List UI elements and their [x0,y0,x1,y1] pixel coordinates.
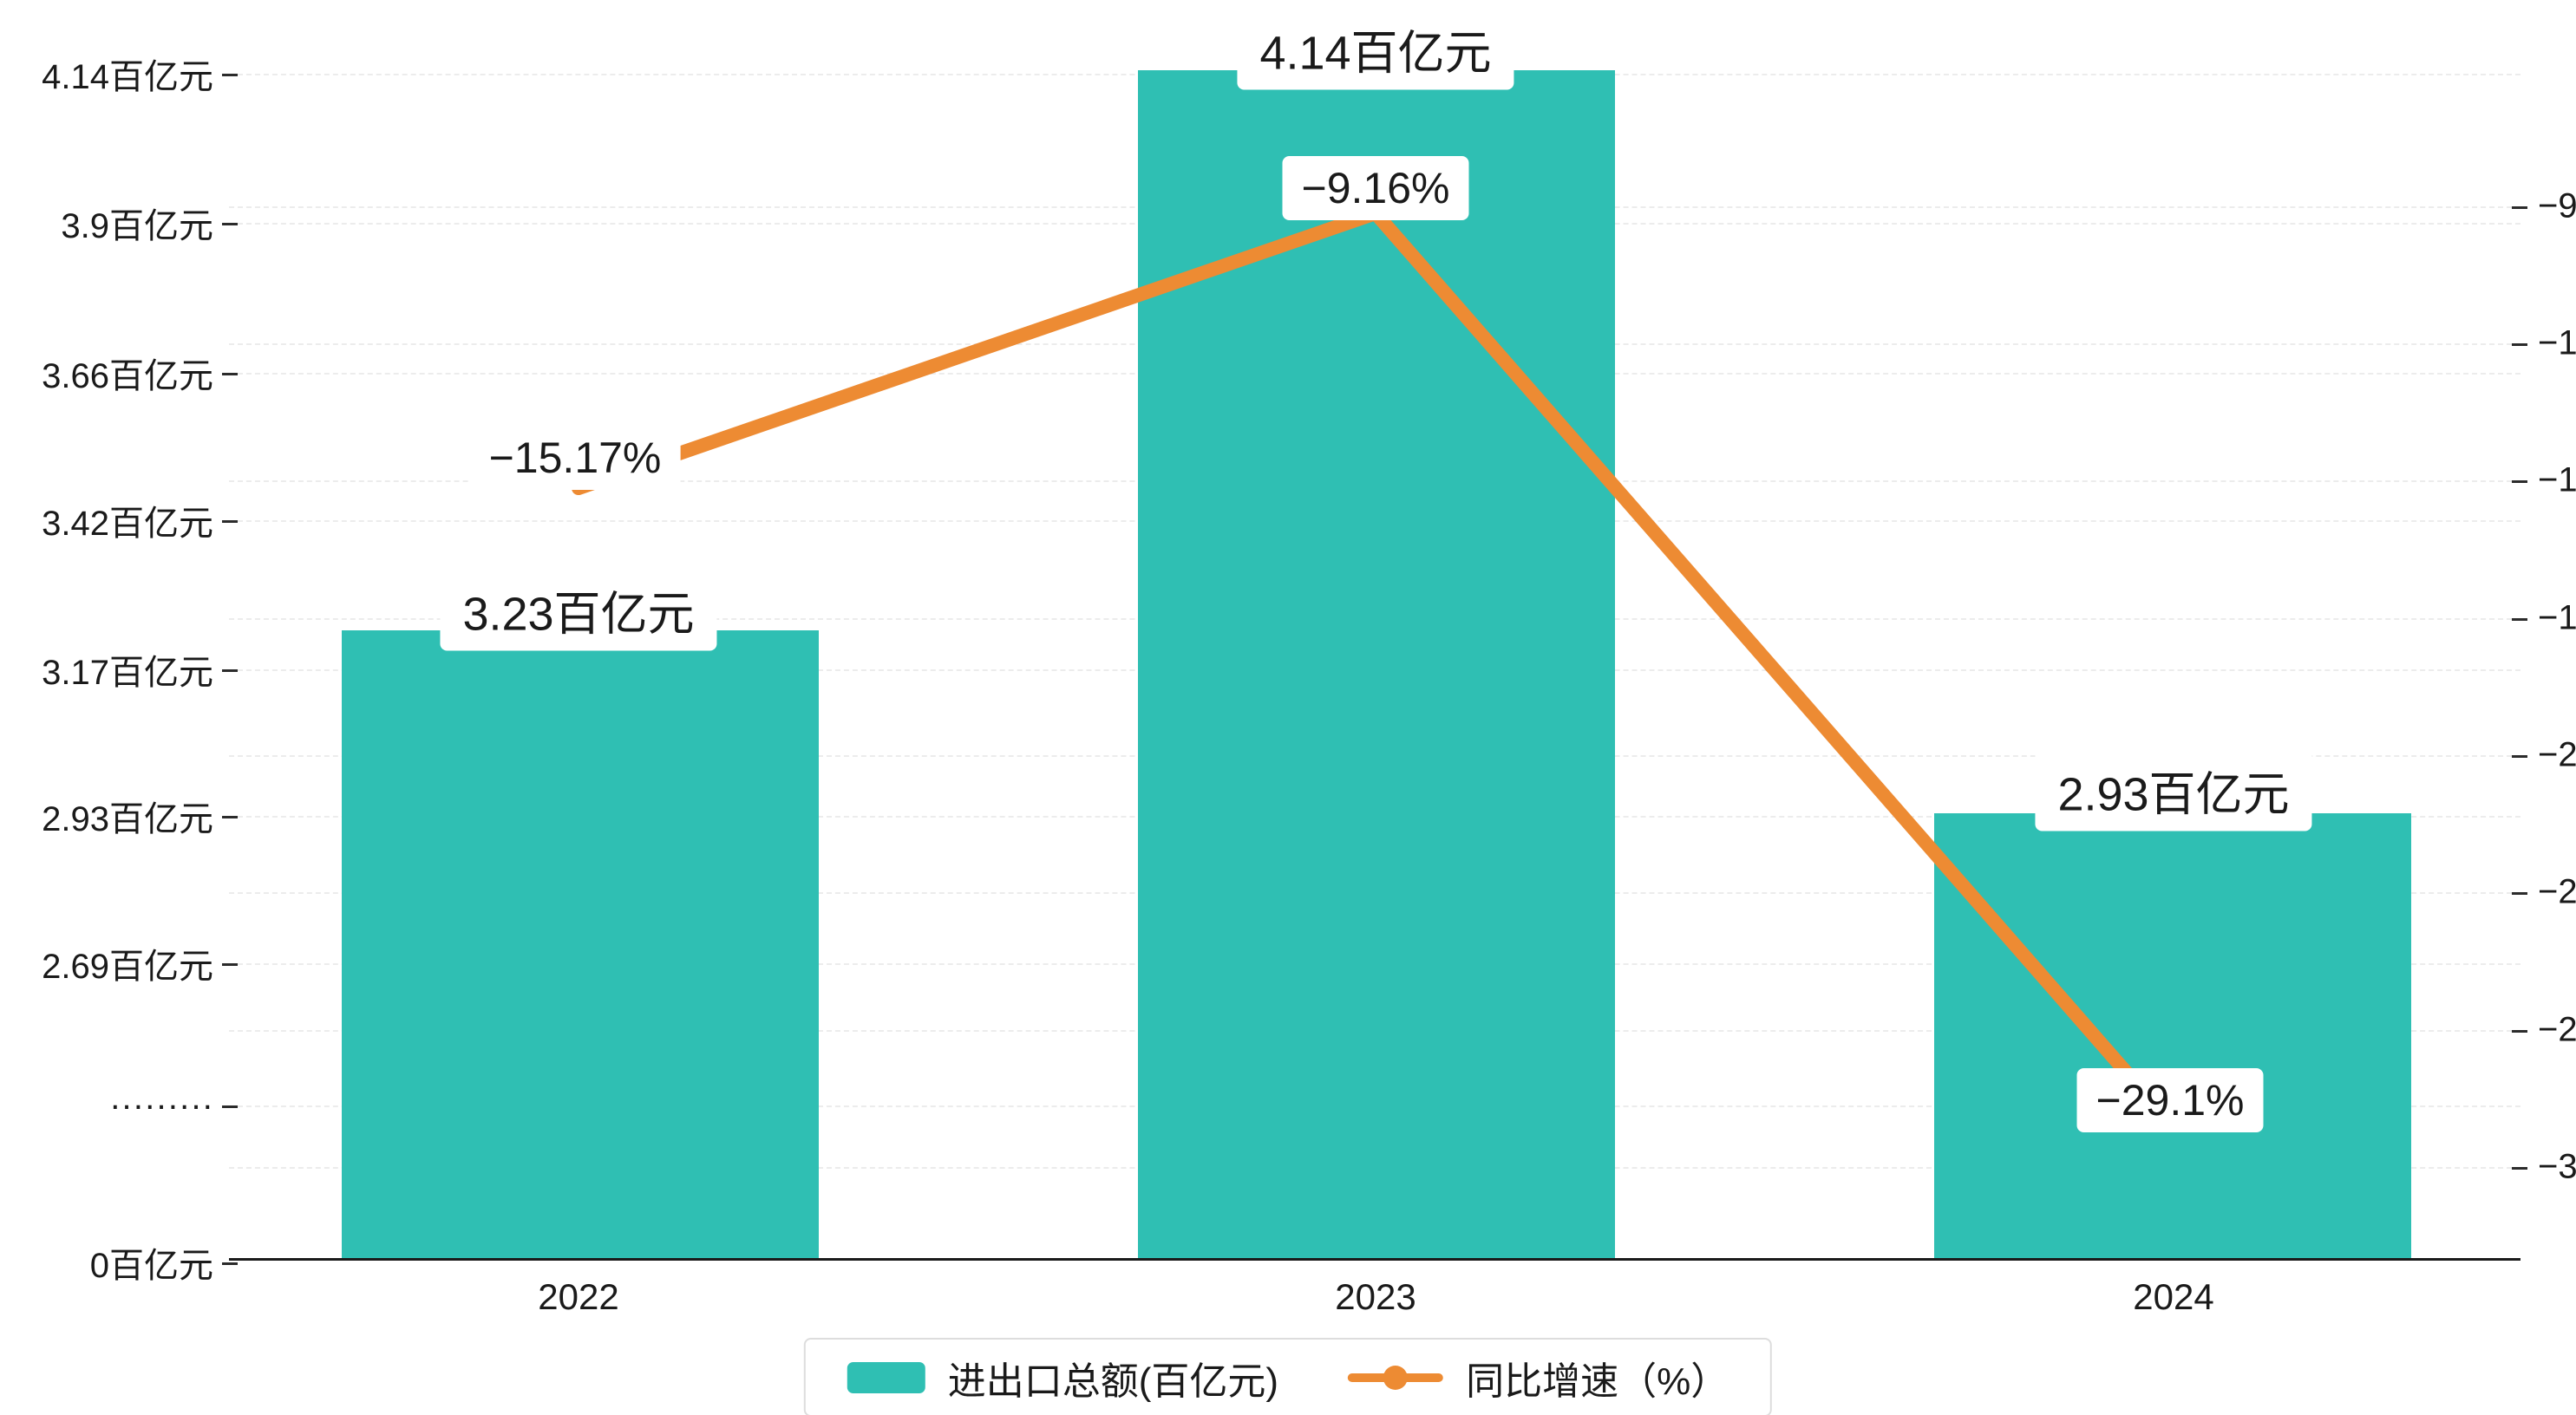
legend: 进出口总额(百亿元) 同比增速（%） [803,1338,1773,1415]
bar-2024 [1934,813,2411,1258]
right-tick [2512,618,2527,621]
line-series-swatch-icon [1348,1365,1444,1391]
left-tick [222,373,238,375]
bar-value-label-2024: 2.93百亿元 [2035,748,2312,831]
left-axis-tick-label: 2.93百亿元 [42,800,213,838]
legend-label-bar-series: 进出口总额(百亿元) [947,1360,1279,1403]
left-tick [222,816,238,818]
right-axis-tick-label: −27 [2538,1010,2576,1049]
line-value-label-2024: −29.1% [2076,1068,2264,1132]
right-axis-tick-label: −15 [2538,460,2576,499]
x-axis-label-2024: 2024 [2133,1276,2214,1317]
line-value-label-2023: −9.16% [1282,156,1469,220]
left-axis-tick-label: 2.69百亿元 [42,948,213,986]
right-axis-tick-label: −9 [2538,186,2576,225]
left-tick [222,1105,238,1108]
legend-item-line-series: 同比增速（%） [1348,1350,1729,1405]
right-axis-tick-label: −12 [2538,323,2576,362]
left-tick [222,520,238,523]
left-axis-break-label: ········· [109,1086,213,1125]
right-tick [2512,755,2527,758]
right-axis-tick-label: −24 [2538,872,2576,911]
right-tick [2512,206,2527,209]
left-axis-tick-label: 0百亿元 [89,1247,213,1285]
left-tick [222,669,238,672]
right-axis-tick-label: −21 [2538,735,2576,774]
x-axis-label-2023: 2023 [1335,1276,1416,1317]
right-tick [2512,1030,2527,1033]
bar-value-label-2022: 3.23百亿元 [440,568,717,651]
left-tick [222,1262,238,1265]
bar-2022 [342,630,819,1258]
bar-2023 [1138,70,1615,1258]
legend-item-bar-series: 进出口总额(百亿元) [847,1350,1278,1405]
right-tick [2512,480,2527,483]
left-axis-tick-label: 3.42百亿元 [42,505,213,543]
left-axis-tick-label: 4.14百亿元 [42,58,213,96]
left-tick [222,74,238,76]
right-tick [2512,892,2527,895]
right-tick [2512,1167,2527,1170]
left-tick [222,223,238,225]
right-tick [2512,343,2527,346]
bar-series-swatch-icon [847,1361,925,1393]
left-tick [222,963,238,966]
x-axis-line [229,1258,2520,1261]
left-axis-tick-label: 3.17百亿元 [42,654,213,692]
right-axis-tick-label: −30 [2538,1147,2576,1186]
x-axis-label-2022: 2022 [538,1276,619,1317]
bar-value-label-2023: 4.14百亿元 [1237,7,1514,90]
right-axis-tick-label: −18 [2538,598,2576,637]
left-axis-tick-label: 3.66百亿元 [42,357,213,395]
line-value-label-2022: −15.17% [469,426,681,490]
line-marker-dot-icon [1383,1365,1409,1390]
left-axis-tick-label: 3.9百亿元 [61,207,213,245]
legend-label-line-series: 同比增速（%） [1466,1360,1729,1403]
